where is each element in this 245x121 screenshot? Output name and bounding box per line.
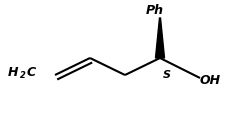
Text: OH: OH bbox=[200, 73, 221, 87]
Polygon shape bbox=[156, 18, 164, 58]
Text: H: H bbox=[8, 65, 19, 79]
Text: 2: 2 bbox=[20, 72, 26, 80]
Text: Ph: Ph bbox=[146, 4, 164, 18]
Text: C: C bbox=[27, 65, 36, 79]
Text: S: S bbox=[163, 70, 171, 80]
